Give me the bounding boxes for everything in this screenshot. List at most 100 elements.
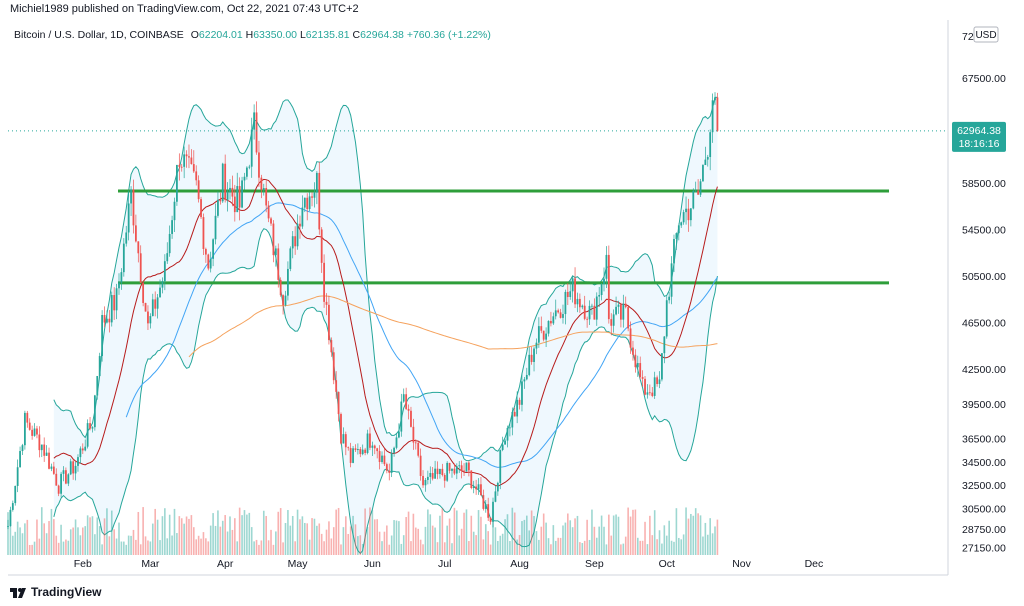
- candle-body: [284, 295, 287, 306]
- candle-body: [344, 434, 347, 448]
- volume-bar: [357, 536, 359, 555]
- candle-body: [429, 473, 432, 477]
- volume-bar: [627, 507, 629, 555]
- candle-body: [588, 305, 591, 320]
- volume-bar: [77, 527, 79, 555]
- volume-bar: [429, 514, 432, 555]
- candle-body: [86, 423, 89, 447]
- candle-body: [287, 268, 289, 296]
- candle-body: [106, 318, 108, 323]
- candle-body: [702, 165, 704, 182]
- volume-bar: [383, 531, 386, 555]
- candle-body: [332, 352, 335, 381]
- volume-bar: [195, 539, 198, 555]
- volume-bar: [407, 511, 410, 555]
- volume-bar: [98, 526, 101, 555]
- candle-body: [586, 318, 589, 320]
- candle-body: [67, 474, 70, 484]
- volume-bar: [236, 541, 239, 555]
- volume-bar: [253, 541, 255, 555]
- candle-body: [687, 208, 690, 221]
- volume-bar: [579, 542, 581, 555]
- volume-bar: [299, 519, 301, 555]
- volume-bar: [634, 509, 637, 555]
- volume-bar: [588, 539, 591, 555]
- footer-brand[interactable]: TradingView: [10, 585, 101, 599]
- candle-body: [14, 485, 17, 504]
- volume-bar: [154, 508, 156, 555]
- candle-body: [648, 392, 651, 394]
- candle-body: [603, 278, 605, 285]
- candle-body: [308, 196, 311, 210]
- candle-body: [528, 354, 531, 375]
- candle-body: [378, 451, 381, 462]
- candle-body: [52, 466, 55, 474]
- volume-bar: [149, 541, 152, 555]
- price-tick-label: 46500.00: [962, 317, 1006, 329]
- candle-body: [470, 470, 473, 489]
- volume-bar: [443, 542, 446, 555]
- candle-body: [267, 205, 270, 219]
- volume-bar: [378, 531, 381, 555]
- candle-body: [33, 428, 36, 436]
- volume-bar: [535, 531, 538, 555]
- volume-bar: [586, 519, 588, 555]
- volume-bar: [31, 544, 33, 555]
- volume-bar: [173, 508, 176, 555]
- candle-body: [60, 473, 62, 494]
- footer-brand-text: TradingView: [31, 585, 102, 599]
- volume-bar: [622, 543, 625, 555]
- candle-body: [45, 452, 48, 456]
- candle-body: [55, 473, 58, 486]
- volume-bar: [494, 527, 497, 555]
- candle-body: [50, 466, 53, 469]
- volume-bar: [335, 509, 337, 555]
- candle-body: [89, 423, 91, 429]
- volume-bar: [205, 538, 207, 555]
- volume-bar: [687, 518, 690, 555]
- volume-bar: [301, 516, 304, 555]
- bollinger-fill: [53, 97, 718, 554]
- candle-body: [424, 479, 427, 486]
- support-resistance-lines[interactable]: [118, 189, 889, 285]
- volume-bar: [369, 507, 371, 555]
- volume-bar: [608, 514, 610, 555]
- candle-body: [371, 445, 374, 448]
- candle-body: [463, 470, 465, 472]
- volume-bar: [43, 523, 45, 555]
- candle-body: [627, 307, 630, 329]
- volume-bar: [21, 533, 24, 555]
- volume-bar: [402, 535, 405, 555]
- volume-bar: [468, 541, 470, 555]
- volume-bar: [84, 526, 87, 555]
- volume-bar: [400, 543, 403, 555]
- volume-bar: [470, 515, 473, 555]
- candle-body: [511, 411, 514, 428]
- candle-body: [294, 236, 297, 247]
- candle-body: [130, 189, 132, 204]
- candle-body: [142, 283, 145, 303]
- candle-body: [523, 379, 526, 382]
- volume-bar: [79, 535, 82, 555]
- volume-bar: [552, 525, 555, 555]
- volume-bar: [451, 543, 453, 555]
- volume-bar: [620, 544, 622, 555]
- volume-bar: [533, 515, 535, 555]
- volume-bar: [28, 544, 31, 555]
- candle-body: [28, 422, 31, 430]
- low-value: 62135.81: [305, 29, 350, 41]
- candle-body: [699, 181, 702, 195]
- candle-body: [289, 248, 292, 269]
- candle-body: [183, 154, 186, 167]
- candle-body: [207, 254, 210, 269]
- candle-body: [489, 517, 492, 522]
- volume-bar: [509, 541, 511, 555]
- symbol-legend: Bitcoin / U.S. Dollar, 1D, COINBASE O622…: [14, 29, 491, 41]
- volume-bar: [248, 512, 251, 555]
- volume-bar: [176, 533, 178, 555]
- candle-body: [436, 468, 439, 475]
- volume-bar: [576, 515, 579, 555]
- candle-body: [325, 301, 328, 305]
- volume-bar: [267, 540, 270, 555]
